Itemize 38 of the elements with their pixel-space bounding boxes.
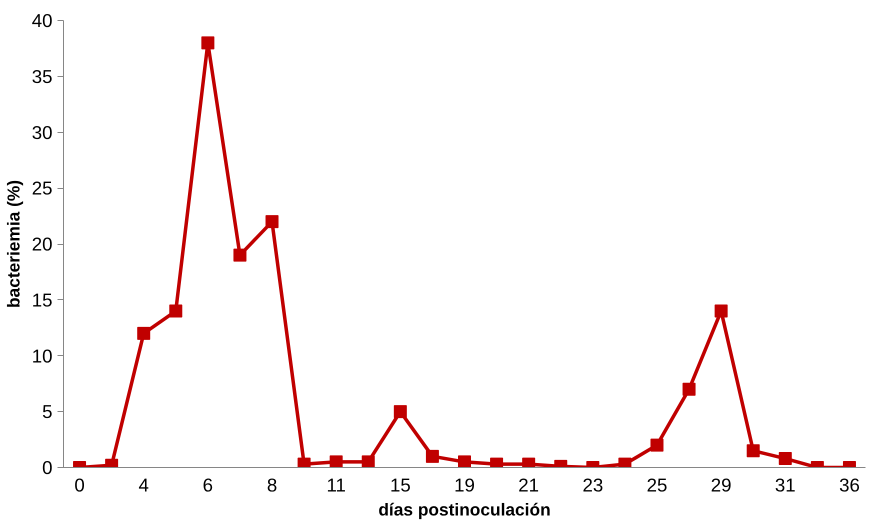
point [778, 452, 792, 466]
y-tick-label: 15 [32, 289, 53, 310]
x-tick-label: 0 [74, 474, 85, 496]
x-tick-label: 21 [518, 474, 540, 496]
y-tick-label: 40 [32, 10, 53, 31]
y-tick-label: 30 [32, 122, 53, 143]
point [362, 455, 375, 468]
point [233, 248, 246, 262]
x-axis-title: días postinoculación [378, 500, 551, 520]
y-axis-title: bacteriemia (%) [4, 180, 24, 308]
point [394, 405, 407, 418]
x-tick-label: 23 [582, 474, 604, 496]
x-tick-label: 15 [390, 474, 411, 496]
point [137, 326, 150, 340]
point [682, 382, 696, 396]
x-tick-label: 25 [646, 474, 668, 496]
point [650, 438, 664, 452]
x-tick-label: 29 [710, 474, 732, 496]
point [266, 215, 279, 228]
x-tick-label: 8 [266, 474, 278, 496]
point [746, 444, 760, 458]
y-tick-label: 5 [42, 401, 53, 422]
y-tick-label: 35 [32, 66, 53, 87]
point [714, 304, 728, 318]
x-tick-label: 11 [326, 474, 346, 496]
x-tick-label: 4 [138, 474, 149, 496]
point [426, 450, 439, 463]
x-tick-label: 36 [839, 474, 860, 496]
point [330, 455, 343, 468]
point [169, 304, 182, 318]
y-tick-label: 10 [32, 345, 53, 366]
x-tick-label: 19 [454, 474, 475, 496]
y-tick-label: 0 [42, 457, 53, 478]
x-tick-label: 31 [774, 474, 796, 496]
x-tick-label: 6 [202, 474, 214, 496]
y-tick-label: 25 [32, 178, 53, 199]
y-tick-label: 20 [32, 234, 53, 254]
point [458, 455, 471, 468]
